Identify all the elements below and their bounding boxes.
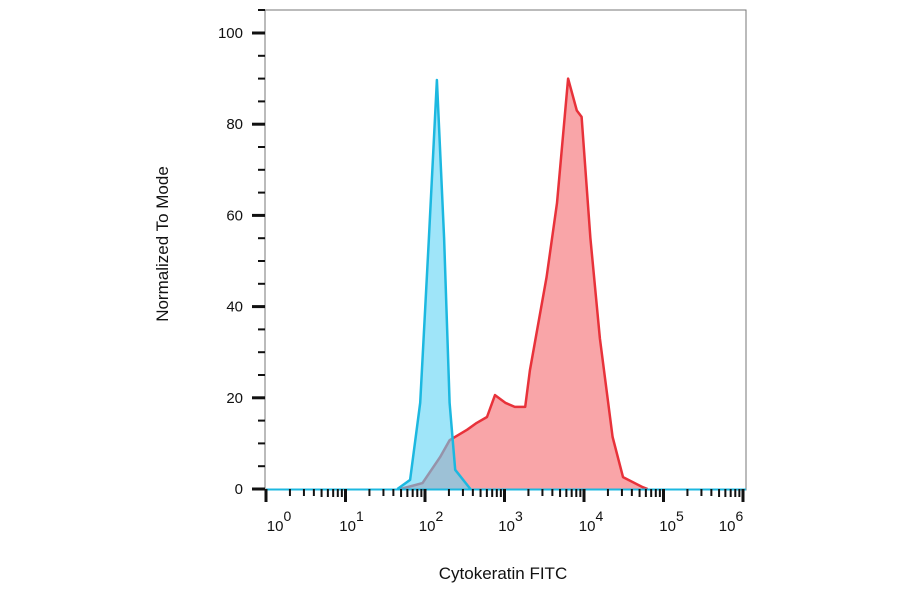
- y-tick-label: 80: [226, 116, 243, 133]
- x-axis-title: Cytokeratin FITC: [439, 564, 567, 583]
- y-tick-label: 100: [218, 25, 243, 42]
- series-0-line: [400, 77, 649, 491]
- x-tick-exponent: 1: [356, 508, 364, 524]
- x-tick-label: 102: [419, 508, 444, 535]
- x-tick-label: 105: [659, 508, 684, 535]
- y-tick-label: 20: [226, 390, 243, 407]
- y-tick-label: 0: [235, 481, 243, 498]
- series-layer: [396, 77, 649, 491]
- x-tick-exponent: 5: [676, 508, 684, 524]
- x-tick-exponent: 3: [515, 508, 523, 524]
- x-tick-base: 10: [659, 518, 676, 535]
- x-tick-base: 10: [267, 518, 284, 535]
- x-tick-base: 10: [498, 518, 515, 535]
- series-1-line: [396, 78, 472, 491]
- x-tick-exponent: 0: [283, 508, 291, 524]
- x-tick-exponent: 4: [595, 508, 603, 524]
- x-tick-label: 104: [579, 508, 604, 535]
- x-tick-exponent: 2: [435, 508, 443, 524]
- x-tick-base: 10: [339, 518, 356, 535]
- x-tick-label: 101: [339, 508, 364, 535]
- x-tick-exponent: 6: [735, 508, 743, 524]
- x-tick-label: 106: [719, 508, 744, 535]
- y-tick-label: 40: [226, 299, 243, 316]
- x-tick-label: 100: [267, 508, 292, 535]
- y-axis: 0 20 40 60 80 100: [218, 9, 265, 498]
- x-tick-label: 103: [498, 508, 523, 535]
- x-tick-base: 10: [579, 518, 596, 535]
- y-axis-title: Normalized To Mode: [153, 166, 172, 322]
- x-tick-base: 10: [719, 518, 736, 535]
- y-tick-label: 60: [226, 207, 243, 224]
- series-1-area: [397, 80, 471, 489]
- x-tick-base: 10: [419, 518, 436, 535]
